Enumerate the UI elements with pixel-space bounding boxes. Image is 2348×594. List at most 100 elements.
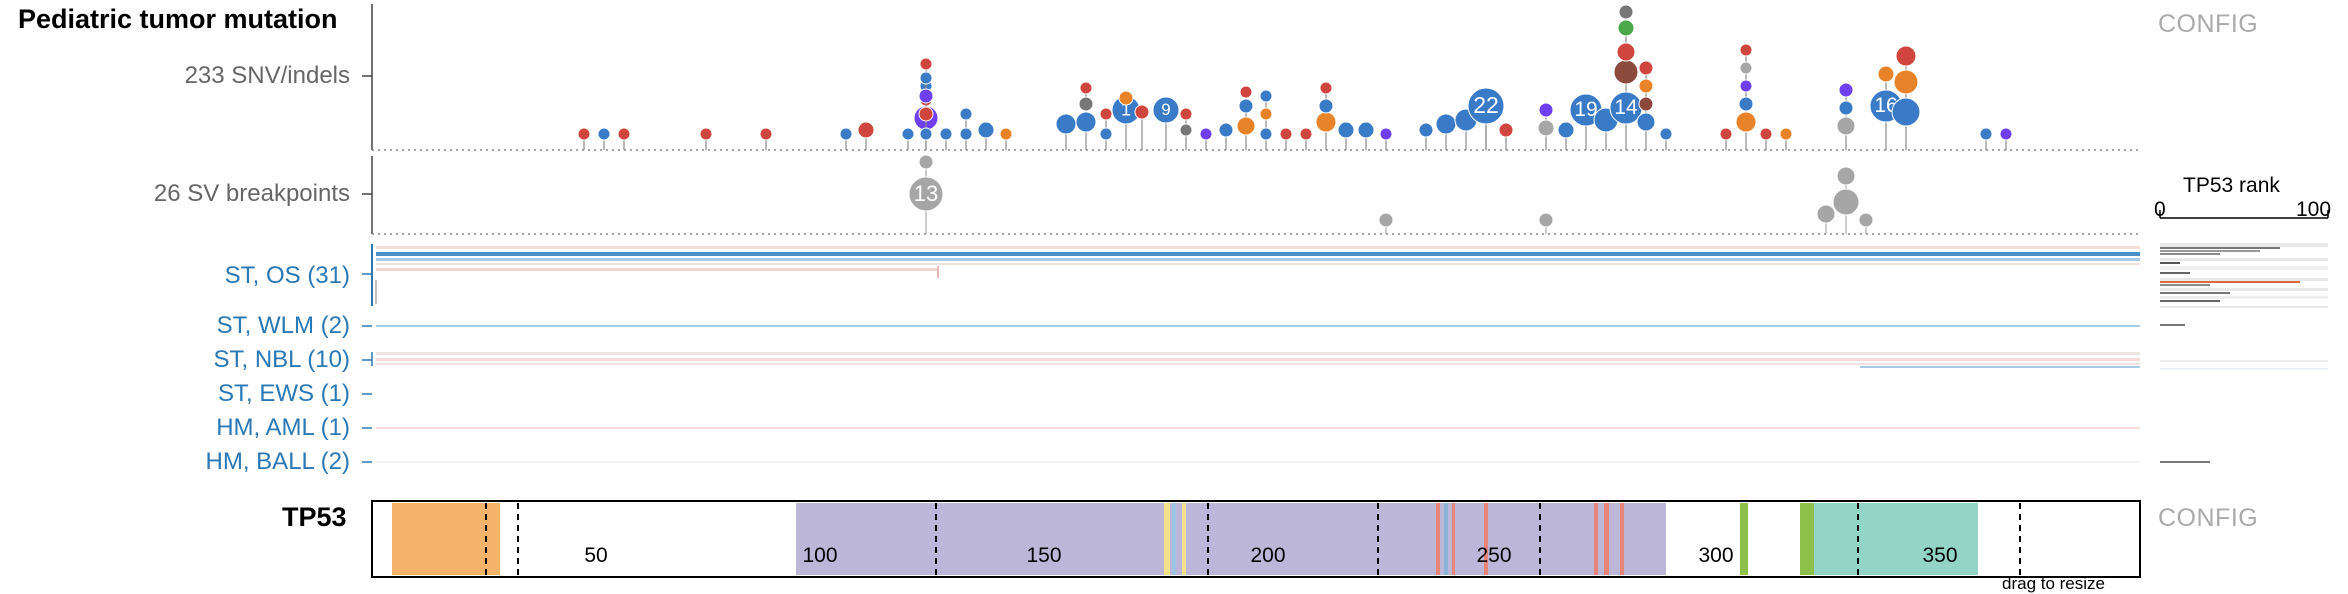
snv-mutation-dot[interactable]	[1259, 89, 1273, 103]
group-label-st-os[interactable]: ST, OS (31)	[224, 262, 350, 289]
snv-mutation-dot[interactable]	[1739, 79, 1753, 93]
snv-mutation-dot[interactable]	[1638, 96, 1654, 112]
sv-breakpoint-dot[interactable]	[1832, 188, 1860, 216]
group-label-st-nbl[interactable]: ST, NBL (10)	[213, 346, 351, 373]
domain-transactivation[interactable]	[392, 503, 500, 575]
snv-mutation-dot[interactable]	[1838, 82, 1854, 98]
snv-mutation-dot[interactable]	[1435, 113, 1457, 135]
protein-name: TP53	[282, 502, 347, 532]
snv-mutation-dot[interactable]	[1618, 4, 1634, 20]
snv-mutation-dot[interactable]	[1735, 111, 1757, 133]
snv-mutation-dot[interactable]	[1891, 97, 1921, 127]
snv-mutation-dot[interactable]	[1055, 113, 1077, 135]
snv-mutation-dot[interactable]	[577, 127, 591, 141]
snv-mutation-dot[interactable]	[1079, 81, 1093, 95]
snv-mutation-dot[interactable]	[1636, 112, 1656, 132]
snv-mutation-dot[interactable]	[1357, 121, 1375, 139]
snv-mutation-dot[interactable]	[1759, 127, 1773, 141]
snv-mutation-dot[interactable]	[1179, 123, 1193, 137]
sv-breakpoint-dot[interactable]	[1816, 204, 1836, 224]
snv-mutation-dot[interactable]	[1318, 98, 1334, 114]
sv-breakpoint-dot[interactable]	[908, 176, 944, 212]
snv-mutation-dot[interactable]	[918, 88, 934, 104]
sv-breakpoint-dot[interactable]	[918, 154, 934, 170]
snv-mutation-dot[interactable]	[1979, 127, 1993, 141]
snv-mutation-dot[interactable]	[959, 127, 973, 141]
snv-mutation-dot[interactable]	[597, 127, 611, 141]
snv-mutation-dot[interactable]	[1893, 69, 1919, 95]
snv-mutation-dot[interactable]	[1099, 107, 1113, 121]
group-label-hm-ball[interactable]: HM, BALL (2)	[205, 448, 350, 475]
snv-mutation-dot[interactable]	[1738, 96, 1754, 112]
snv-mutation-dot[interactable]	[977, 121, 995, 139]
snv-mutation-dot[interactable]	[1299, 127, 1313, 141]
snv-mutation-dot[interactable]	[919, 57, 933, 71]
snv-mutation-dot[interactable]	[1075, 111, 1097, 133]
snv-mutation-dot[interactable]	[919, 127, 933, 141]
snv-mutation-dot[interactable]	[1418, 122, 1434, 138]
group-label-st-ews[interactable]: ST, EWS (1)	[217, 380, 350, 407]
sv-breakpoint-dot[interactable]	[1858, 212, 1874, 228]
snv-mutation-dot[interactable]	[1739, 43, 1753, 57]
snv-mutation-dot[interactable]	[759, 127, 773, 141]
snv-mutation-dot[interactable]	[939, 127, 953, 141]
snv-mutation-dot[interactable]	[1638, 60, 1654, 76]
snv-mutation-dot[interactable]	[1279, 127, 1293, 141]
snv-mutation-dot[interactable]	[839, 127, 853, 141]
snv-mutation-dot[interactable]	[1537, 119, 1555, 137]
snv-bubble-count: 1	[1121, 99, 1131, 119]
snv-mutation-dot[interactable]	[1895, 45, 1917, 67]
protein-domain-bar[interactable]	[371, 500, 2141, 578]
domain-dna-binding[interactable]	[796, 503, 1666, 575]
snv-mutation-dot[interactable]	[1719, 127, 1733, 141]
snv-mutation-dot[interactable]	[999, 127, 1013, 141]
snv-mutation-dot[interactable]	[1259, 127, 1273, 141]
snv-mutation-dot[interactable]	[1315, 111, 1337, 133]
snv-mutation-dot[interactable]	[1467, 87, 1505, 125]
snv-mutation-dot[interactable]	[1659, 127, 1673, 141]
snv-mutation-dot[interactable]	[1238, 98, 1254, 114]
snv-mutation-dot[interactable]	[1617, 19, 1635, 37]
snv-mutation-dot[interactable]	[1239, 85, 1253, 99]
snv-mutation-dot[interactable]	[1379, 127, 1393, 141]
snv-mutation-dot[interactable]	[1099, 127, 1113, 141]
config-button-top[interactable]: CONFIG	[2158, 10, 2259, 38]
snv-mutation-dot[interactable]	[1616, 42, 1636, 62]
snv-mutation-dot[interactable]	[1779, 127, 1793, 141]
snv-mutation-dot[interactable]	[1337, 121, 1355, 139]
domain-tetramerization[interactable]	[1800, 503, 1978, 575]
snv-mutation-dot[interactable]	[1739, 61, 1753, 75]
snv-mutation-dot[interactable]	[1538, 102, 1554, 118]
snv-mutation-dot[interactable]	[1999, 127, 2013, 141]
snv-mutation-dot[interactable]	[699, 127, 713, 141]
snv-mutation-dot[interactable]	[857, 121, 875, 139]
snv-mutation-dot[interactable]	[1078, 96, 1094, 112]
snv-mutation-dot[interactable]	[1236, 116, 1256, 136]
snv-mutation-dot[interactable]	[1877, 65, 1895, 83]
snv-mutation-dot[interactable]	[1836, 116, 1856, 136]
sv-breakpoint-dot[interactable]	[1538, 212, 1554, 228]
snv-mutation-dot[interactable]	[617, 127, 631, 141]
snv-mutation-dot[interactable]	[918, 106, 934, 122]
group-label-hm-aml[interactable]: HM, AML (1)	[216, 414, 350, 441]
snv-mutation-dot[interactable]	[901, 127, 915, 141]
snv-mutation-dot[interactable]	[1152, 96, 1180, 124]
sv-breakpoint-dot[interactable]	[1836, 166, 1856, 186]
snv-mutation-dot[interactable]	[919, 71, 933, 85]
snv-mutation-dot[interactable]	[1319, 81, 1333, 95]
snv-mutation-dot[interactable]	[1179, 107, 1193, 121]
snv-mutation-dot[interactable]	[959, 107, 973, 121]
snv-mutation-dot[interactable]	[1259, 107, 1273, 121]
snv-mutation-dot[interactable]	[1199, 127, 1213, 141]
snv-mutation-dot[interactable]	[1134, 104, 1150, 120]
snv-mutation-dot[interactable]	[1218, 122, 1234, 138]
snv-mutation-dot[interactable]	[1498, 122, 1514, 138]
snv-mutation-dot[interactable]	[1838, 100, 1854, 116]
config-button-bottom[interactable]: CONFIG	[2158, 504, 2259, 532]
snv-mutation-dot[interactable]	[1613, 59, 1639, 85]
snv-mutation-dot[interactable]	[1638, 78, 1654, 94]
snv-mutation-dot[interactable]	[1118, 90, 1134, 106]
snv-mutation-dot[interactable]	[1557, 121, 1575, 139]
group-label-st-wlm[interactable]: ST, WLM (2)	[216, 312, 350, 339]
sv-breakpoint-dot[interactable]	[1378, 212, 1394, 228]
